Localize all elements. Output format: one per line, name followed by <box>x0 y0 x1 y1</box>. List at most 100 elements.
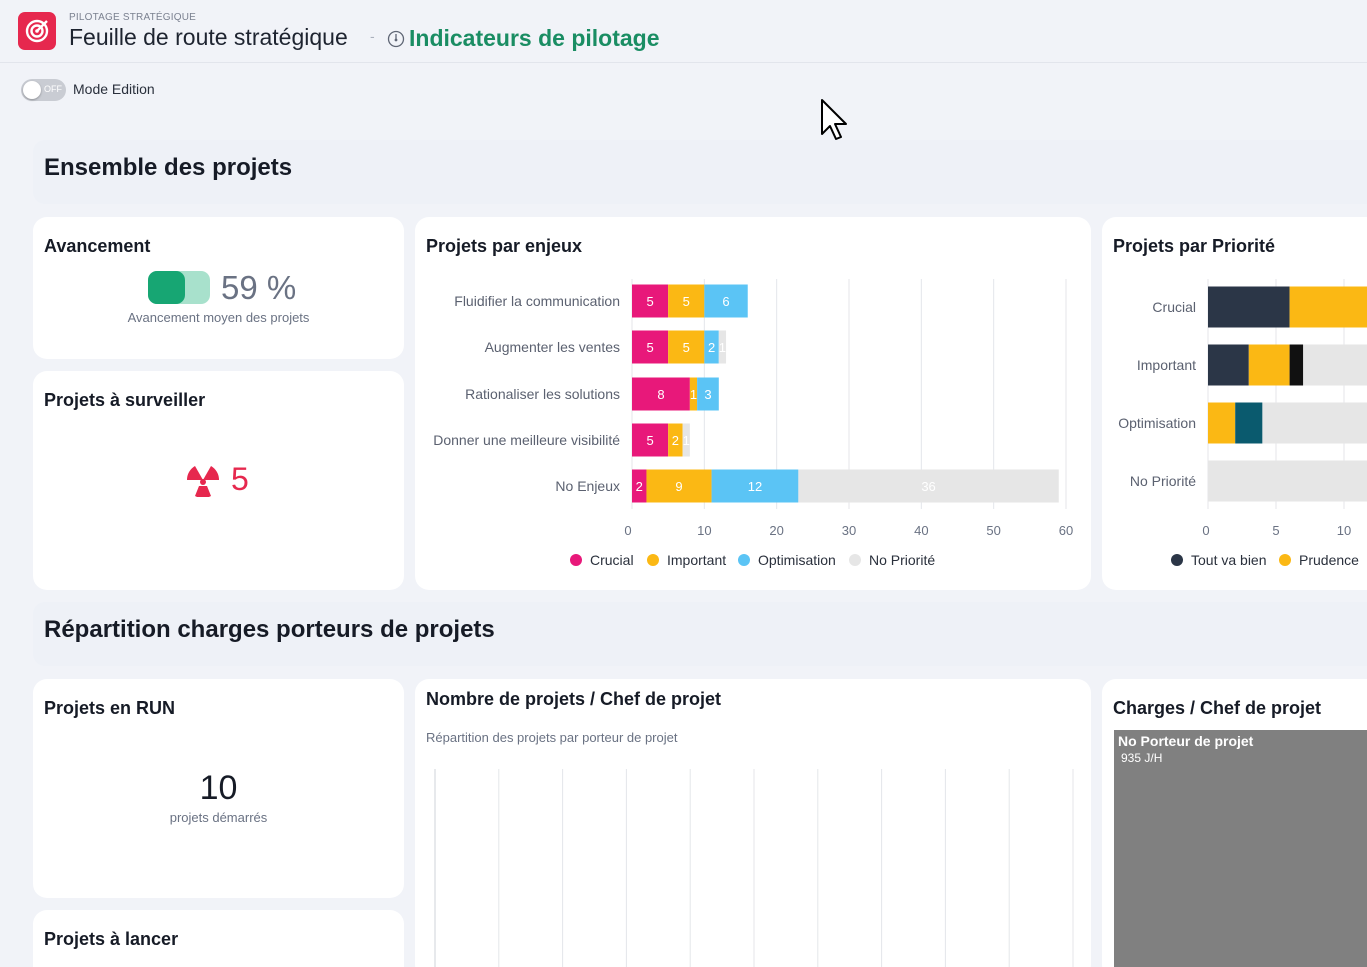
category-label: Rationaliser les solutions <box>465 386 620 402</box>
app-header: PILOTAGE STRATÉGIQUE Feuille de route st… <box>0 0 1367 63</box>
edit-mode-toggle[interactable]: OFF <box>21 79 66 101</box>
enjeux-chart-card: Projets par enjeux 0 10 20 30 40 50 60 Fluidifi… <box>415 217 1091 590</box>
data-label: 1 <box>690 387 697 402</box>
bar-segment-no-priorite <box>718 330 727 364</box>
subpage-label: Indicateurs de pilotage <box>409 25 660 51</box>
legend-swatch <box>1279 554 1291 566</box>
bar-segment-important <box>689 377 698 411</box>
data-label: 6 <box>722 294 729 309</box>
data-label: 1 <box>683 433 690 448</box>
x-tick-label: 10 <box>1337 523 1351 538</box>
data-label: 5 <box>646 433 653 448</box>
bar-segment-important <box>668 423 683 457</box>
bar-segment-important <box>668 284 705 318</box>
run-count: 10 <box>199 769 238 807</box>
enjeux-chart: 0 10 20 30 40 50 60 Fluidifier la communication… <box>433 279 1073 568</box>
data-label: 8 <box>657 387 664 402</box>
bar-segment-important <box>646 469 712 503</box>
bar-segment-optimisation <box>704 284 748 318</box>
bar-segment-optimisation <box>704 330 719 364</box>
legend-label: Optimisation <box>758 552 836 568</box>
watch-indicator: 5 <box>185 461 249 498</box>
bar-segment-no-priorite <box>798 469 1059 503</box>
legend-label: Crucial <box>590 552 634 568</box>
data-label: 5 <box>683 294 690 309</box>
progress-bar <box>148 271 210 304</box>
charges-card: Charges / Chef de projet No Porteur de p… <box>1102 679 1367 967</box>
toggle-knob <box>23 81 41 99</box>
app-logo[interactable] <box>18 12 56 50</box>
x-tick-label: 50 <box>986 523 1000 538</box>
lancer-card: Projets à lancer <box>33 910 404 967</box>
gauge-icon <box>387 30 405 47</box>
legend-label: Tout va bien <box>1191 552 1267 568</box>
data-label: 1 <box>719 340 726 355</box>
treemap-cell[interactable]: No Porteur de projet 935 J/H <box>1114 730 1367 967</box>
x-tick-label: 60 <box>1059 523 1073 538</box>
data-label: 2 <box>708 340 715 355</box>
bar-segment <box>1289 286 1367 328</box>
bar-segment <box>1208 344 1249 386</box>
bar-segment-crucial <box>632 423 669 457</box>
card-title: Projets en RUN <box>44 698 176 718</box>
legend-label: Important <box>667 552 726 568</box>
x-tick-label: 30 <box>842 523 856 538</box>
section-title: Répartition charges porteurs de projets <box>44 616 495 643</box>
data-label: 12 <box>748 479 762 494</box>
legend-swatch <box>738 554 750 566</box>
bar-segment <box>1208 402 1236 444</box>
radiation-icon <box>186 465 220 497</box>
page-title: Feuille de route stratégique <box>69 24 348 50</box>
bar-segment-crucial <box>632 284 669 318</box>
bar-segment <box>1248 344 1290 386</box>
subpage-link[interactable]: Indicateurs de pilotage <box>387 25 660 52</box>
data-label: 5 <box>646 294 653 309</box>
card-title: Projets à surveiller <box>44 390 206 410</box>
bar-segment-no-priorite <box>682 423 690 457</box>
bar-segment-crucial <box>632 330 669 364</box>
legend-label: Prudence <box>1299 552 1359 568</box>
data-label: 3 <box>704 387 711 402</box>
avancement-card: Avancement 59 % Avancement moyen des pro… <box>33 217 404 359</box>
data-label: 2 <box>636 479 643 494</box>
card-title: Nombre de projets / Chef de projet <box>426 689 722 709</box>
legend-swatch <box>647 554 659 566</box>
bar-segment <box>1235 402 1263 444</box>
data-label: 9 <box>675 479 682 494</box>
card-title: Charges / Chef de projet <box>1113 698 1322 718</box>
category-label: Donner une meilleure visibilité <box>433 432 620 448</box>
progress-percent: 59 % <box>221 269 297 306</box>
progress-fill <box>148 271 185 304</box>
bar-segment-important <box>668 330 705 364</box>
x-tick-label: 10 <box>697 523 711 538</box>
app-eyebrow: PILOTAGE STRATÉGIQUE <box>69 12 196 23</box>
section-charges: Répartition charges porteurs de projets <box>33 602 1367 666</box>
legend-swatch <box>849 554 861 566</box>
target-icon <box>25 19 49 43</box>
category-label: Augmenter les ventes <box>485 339 620 355</box>
edit-mode-label: Mode Edition <box>73 81 155 97</box>
category-label: Important <box>1137 357 1196 373</box>
data-label: 5 <box>683 340 690 355</box>
x-tick-label: 0 <box>1202 523 1209 538</box>
treemap-value: 935 J/H <box>1121 751 1163 765</box>
card-title: Avancement <box>44 236 151 256</box>
x-tick-label: 40 <box>914 523 928 538</box>
category-label: No Priorité <box>1130 473 1196 489</box>
legend-swatch <box>1171 554 1183 566</box>
chef-chart-card: Nombre de projets / Chef de projet Répar… <box>415 679 1091 967</box>
run-caption: projets démarrés <box>169 810 268 825</box>
bar-segment <box>1289 344 1304 386</box>
card-title: Projets par Priorité <box>1113 236 1276 256</box>
category-label: Crucial <box>1152 299 1196 315</box>
section-title: Ensemble des projets <box>44 154 293 181</box>
progress-caption: Avancement moyen des projets <box>127 310 310 325</box>
legend-label: No Priorité <box>869 552 935 568</box>
toggle-state: OFF <box>44 84 62 94</box>
bar-segment <box>1208 460 1367 502</box>
data-label: 5 <box>646 340 653 355</box>
legend-swatch <box>570 554 582 566</box>
category-label: No Enjeux <box>555 478 620 494</box>
x-tick-label: 0 <box>624 523 631 538</box>
category-label: Optimisation <box>1118 415 1196 431</box>
